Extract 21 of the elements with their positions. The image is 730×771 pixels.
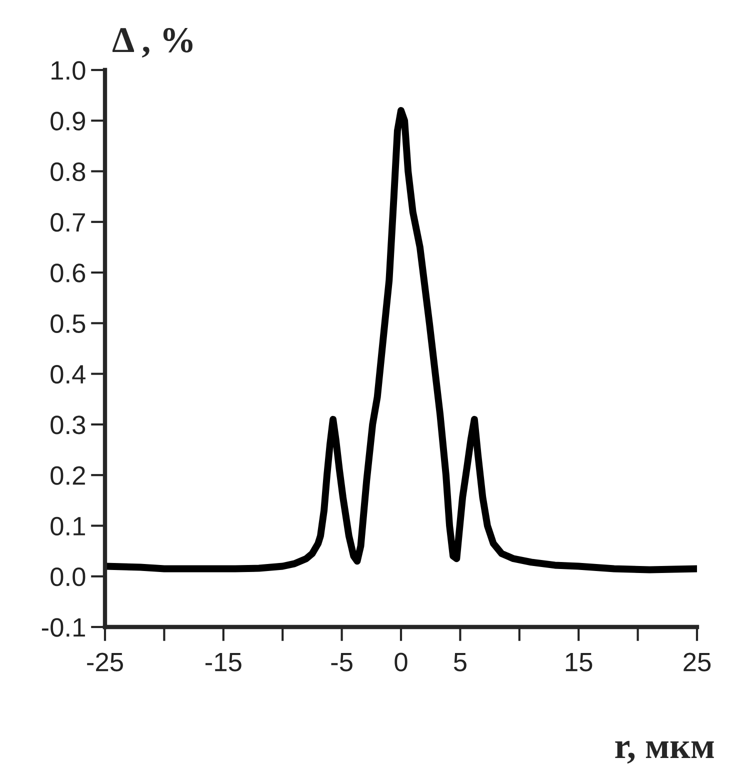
y-tick-label: 0.9 (50, 112, 86, 130)
y-tick-label: -0.1 (42, 618, 85, 637)
y-tick-label: 0.2 (50, 466, 85, 485)
y-axis-title: Δ , % (112, 28, 192, 58)
y-tick-label: 0.5 (50, 314, 86, 334)
x-tick-label: 15 (566, 652, 592, 672)
y-tick-label: 0.1 (50, 516, 85, 536)
x-tick-label: 25 (684, 652, 711, 672)
y-tick-label: 0.8 (50, 162, 86, 182)
y-tick-label: 0.4 (50, 364, 86, 384)
y-tick-label: 0.6 (50, 264, 86, 282)
x-axis-title: r, мкм (615, 740, 714, 764)
x-tick-label: 0 (394, 652, 408, 672)
x-tick-label: -15 (206, 652, 242, 672)
y-tick-label: 0.3 (50, 416, 86, 434)
y-tick-label: 1.0 (52, 61, 86, 80)
x-tick-label: -25 (87, 652, 123, 672)
x-tick-label: -5 (331, 652, 352, 672)
x-tick-label: 5 (454, 652, 466, 672)
y-tick-label: 0.7 (50, 213, 85, 232)
y-tick-label: 0.0 (50, 568, 86, 586)
